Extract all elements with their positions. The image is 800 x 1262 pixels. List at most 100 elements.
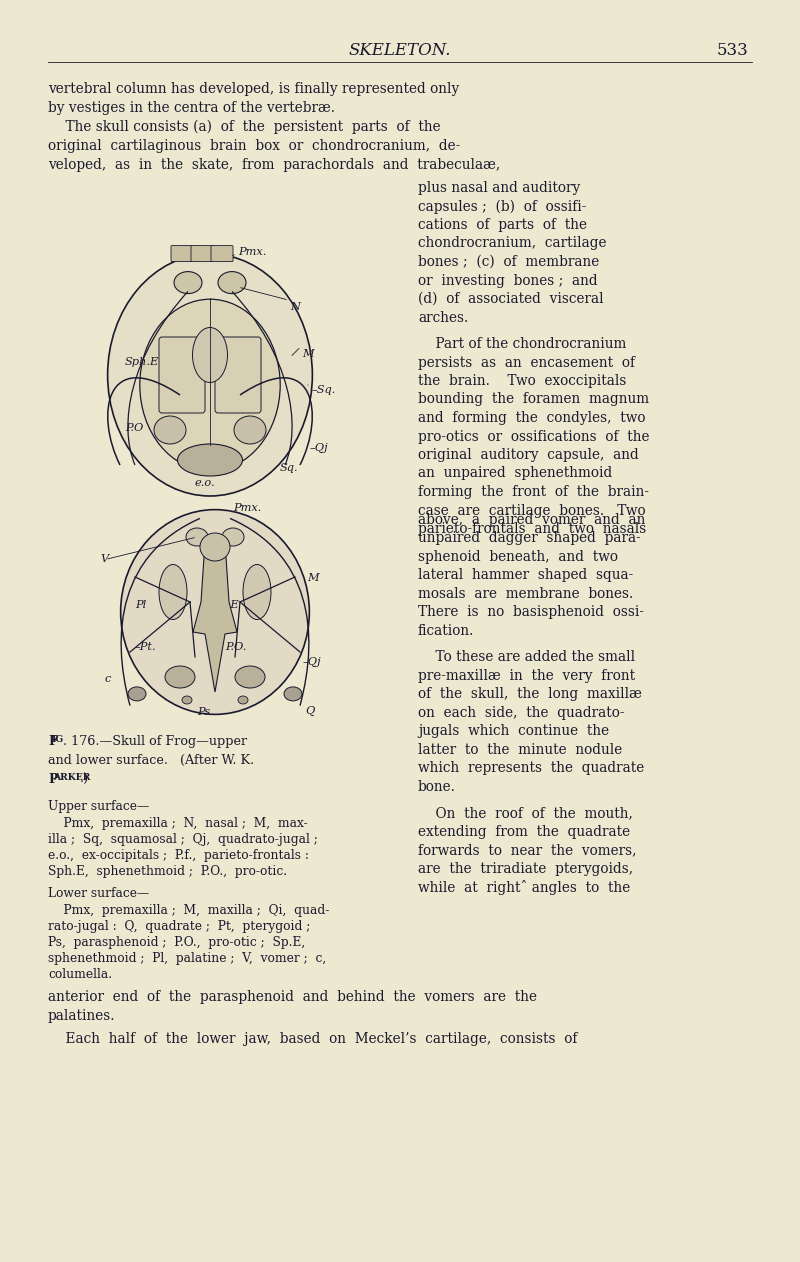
Text: forwards  to  near  the  vomers,: forwards to near the vomers, xyxy=(418,843,637,857)
Text: are  the  triradiate  pterygoids,: are the triradiate pterygoids, xyxy=(418,862,633,876)
Text: Pmx.: Pmx. xyxy=(233,502,262,512)
Text: e.o.,  ex-occipitals ;  P.f.,  parieto-frontals :: e.o., ex-occipitals ; P.f., parieto-fron… xyxy=(48,849,309,862)
Text: original  auditory  capsule,  and: original auditory capsule, and xyxy=(418,448,638,462)
Text: e.o.: e.o. xyxy=(195,478,216,488)
Text: unpaired  dagger  shaped  para-: unpaired dagger shaped para- xyxy=(418,531,641,545)
Ellipse shape xyxy=(159,564,187,620)
Text: bounding  the  foramen  magnum: bounding the foramen magnum xyxy=(418,392,649,406)
Text: jugals  which  continue  the: jugals which continue the xyxy=(418,724,609,738)
Text: bones ;  (c)  of  membrane: bones ; (c) of membrane xyxy=(418,255,599,269)
Ellipse shape xyxy=(200,533,230,562)
Text: The skull consists (a)  of  the  persistent  parts  of  the: The skull consists (a) of the persistent… xyxy=(48,120,441,134)
Text: 533: 533 xyxy=(716,42,748,59)
Text: Upper surface—: Upper surface— xyxy=(48,800,150,814)
Text: arches.: arches. xyxy=(418,310,468,324)
Ellipse shape xyxy=(165,666,195,688)
Text: latter  to  the  minute  nodule: latter to the minute nodule xyxy=(418,742,622,757)
Text: Ps,  parasphenoid ;  P.O.,  pro-otic ;  Sp.E,: Ps, parasphenoid ; P.O., pro-otic ; Sp.E… xyxy=(48,936,306,949)
Text: On  the  roof  of  the  mouth,: On the roof of the mouth, xyxy=(418,806,633,820)
Text: Each  half  of  the  lower  jaw,  based  on  Meckel’s  cartilage,  consists  of: Each half of the lower jaw, based on Mec… xyxy=(48,1032,578,1046)
Text: palatines.: palatines. xyxy=(48,1010,115,1023)
Ellipse shape xyxy=(186,528,208,546)
Text: SKELETON.: SKELETON. xyxy=(349,42,451,59)
Ellipse shape xyxy=(108,254,312,496)
Text: bone.: bone. xyxy=(418,780,456,794)
Text: veloped,  as  in  the  skate,  from  parachordals  and  trabeculaæ,: veloped, as in the skate, from parachord… xyxy=(48,158,500,172)
Text: cations  of  parts  of  the: cations of parts of the xyxy=(418,218,587,232)
Ellipse shape xyxy=(174,271,202,294)
Ellipse shape xyxy=(222,528,244,546)
Ellipse shape xyxy=(121,510,310,714)
Text: Pmx.: Pmx. xyxy=(238,247,266,256)
Ellipse shape xyxy=(140,299,280,471)
Text: rato-jugal :  Q,  quadrate ;  Pt,  pterygoid ;: rato-jugal : Q, quadrate ; Pt, pterygoid… xyxy=(48,920,310,934)
Ellipse shape xyxy=(128,687,146,700)
Text: Q: Q xyxy=(305,705,314,716)
Text: –Qj: –Qj xyxy=(303,658,322,668)
Text: of  the  skull,  the  long  maxillæ: of the skull, the long maxillæ xyxy=(418,687,642,702)
Text: extending  from  the  quadrate: extending from the quadrate xyxy=(418,824,630,839)
Text: –Qj: –Qj xyxy=(310,443,329,453)
Ellipse shape xyxy=(238,697,248,704)
Text: and  forming  the  condyles,  two: and forming the condyles, two xyxy=(418,411,646,425)
Text: Lower surface—: Lower surface— xyxy=(48,887,150,900)
Text: forming  the  front  of  the  brain-: forming the front of the brain- xyxy=(418,485,649,498)
Text: by vestiges in the centra of the vertebræ.: by vestiges in the centra of the vertebr… xyxy=(48,101,335,115)
Text: columella.: columella. xyxy=(48,968,112,982)
Text: an  unpaired  sphenethmoid: an unpaired sphenethmoid xyxy=(418,467,612,481)
Text: Pmx,  premaxilla ;  M,  maxilla ;  Qi,  quad-: Pmx, premaxilla ; M, maxilla ; Qi, quad- xyxy=(48,905,330,917)
Ellipse shape xyxy=(234,416,266,444)
Text: capsules ;  (b)  of  ossifi-: capsules ; (b) of ossifi- xyxy=(418,199,586,213)
Ellipse shape xyxy=(284,687,302,700)
Text: F: F xyxy=(48,736,57,748)
Text: the  brain.    Two  exoccipitals: the brain. Two exoccipitals xyxy=(418,374,626,387)
Text: mosals  are  membrane  bones.: mosals are membrane bones. xyxy=(418,587,634,601)
Text: . 176.—Skull of Frog—upper: . 176.—Skull of Frog—upper xyxy=(63,736,247,748)
Text: .): .) xyxy=(80,774,90,786)
Text: lateral  hammer  shaped  squa-: lateral hammer shaped squa- xyxy=(418,568,634,582)
Text: vertebral column has developed, is finally represented only: vertebral column has developed, is final… xyxy=(48,82,459,96)
Text: while  at  rightˆ angles  to  the: while at rightˆ angles to the xyxy=(418,880,630,895)
Text: P.O.: P.O. xyxy=(225,642,246,652)
Text: pro-otics  or  ossifications  of  the: pro-otics or ossifications of the xyxy=(418,429,650,443)
Text: illa ;  Sq,  squamosal ;  Qj,  quadrato-jugal ;: illa ; Sq, squamosal ; Qj, quadrato-juga… xyxy=(48,833,318,847)
Ellipse shape xyxy=(218,271,246,294)
Text: fication.: fication. xyxy=(418,623,474,637)
FancyBboxPatch shape xyxy=(191,246,213,261)
Text: Part of the chondrocranium: Part of the chondrocranium xyxy=(418,337,626,351)
Text: To these are added the small: To these are added the small xyxy=(418,650,635,664)
Text: M: M xyxy=(302,348,314,358)
Text: –Sp.E: –Sp.E xyxy=(207,599,240,610)
Polygon shape xyxy=(193,541,237,692)
Text: IG: IG xyxy=(52,736,64,745)
Text: V: V xyxy=(100,554,108,564)
Text: Pt.: Pt. xyxy=(243,674,259,684)
Text: on  each  side,  the  quadrato-: on each side, the quadrato- xyxy=(418,705,625,719)
Text: –P.f: –P.f xyxy=(205,357,224,367)
Text: N: N xyxy=(290,303,300,313)
Text: sphenethmoid ;  Pl,  palatine ;  V,  vomer ;  c,: sphenethmoid ; Pl, palatine ; V, vomer ;… xyxy=(48,953,326,965)
Text: original  cartilaginous  brain  box  or  chondrocranium,  de-: original cartilaginous brain box or chon… xyxy=(48,139,460,153)
Text: Sph.E: Sph.E xyxy=(125,357,159,367)
Ellipse shape xyxy=(178,444,242,476)
Text: –Pt.: –Pt. xyxy=(135,642,157,652)
FancyBboxPatch shape xyxy=(211,246,233,261)
Text: Sq.: Sq. xyxy=(280,463,298,473)
FancyBboxPatch shape xyxy=(159,337,205,413)
Text: P: P xyxy=(48,774,57,786)
Text: which  represents  the  quadrate: which represents the quadrate xyxy=(418,761,644,775)
Text: P.O: P.O xyxy=(125,423,143,433)
Text: anterior  end  of  the  parasphenoid  and  behind  the  vomers  are  the: anterior end of the parasphenoid and beh… xyxy=(48,991,537,1005)
Text: persists  as  an  encasement  of: persists as an encasement of xyxy=(418,356,635,370)
Text: above,  a  paired  vomer  and  an: above, a paired vomer and an xyxy=(418,512,646,526)
Text: sphenoid  beneath,  and  two: sphenoid beneath, and two xyxy=(418,549,618,564)
Text: or  investing  bones ;  and: or investing bones ; and xyxy=(418,274,598,288)
Ellipse shape xyxy=(182,697,192,704)
Text: (d)  of  associated  visceral: (d) of associated visceral xyxy=(418,292,604,305)
Text: There  is  no  basisphenoid  ossi-: There is no basisphenoid ossi- xyxy=(418,604,644,620)
Text: pre-maxillæ  in  the  very  front: pre-maxillæ in the very front xyxy=(418,669,635,683)
Text: M: M xyxy=(307,573,318,583)
Ellipse shape xyxy=(193,328,227,382)
Text: ARKER: ARKER xyxy=(53,774,90,782)
FancyBboxPatch shape xyxy=(215,337,261,413)
